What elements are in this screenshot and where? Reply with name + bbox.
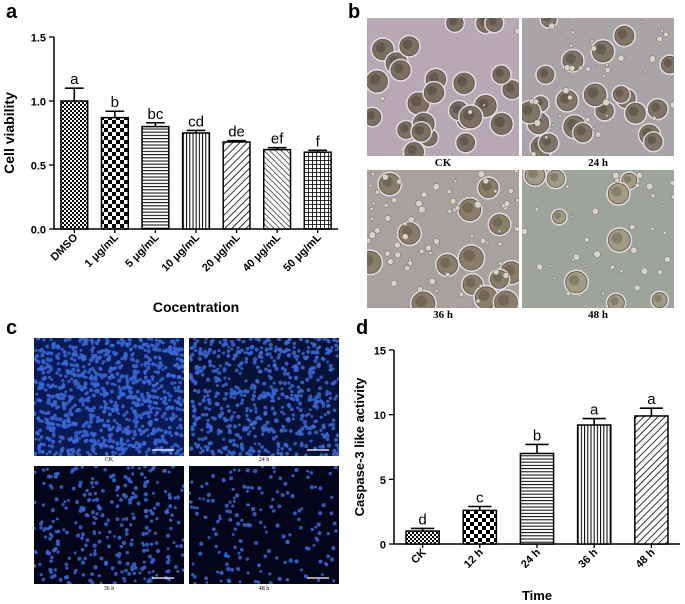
cell-viability-chart: 0.0 0.5 1.0 1.5 Cell viability a DMSO b 1 μg/mL b… xyxy=(1,33,338,315)
bar xyxy=(141,125,170,230)
fluorescence-image-24h xyxy=(189,338,339,456)
microscopy-label-ck: CK xyxy=(434,157,452,169)
bar xyxy=(634,415,669,545)
significance-letter: d xyxy=(418,511,426,528)
microscopy-label-24h: 24 h xyxy=(588,157,608,169)
bar xyxy=(462,509,498,545)
significance-letter: a xyxy=(590,402,599,419)
fluorescence-label-36h: 36 h xyxy=(103,586,115,592)
fluorescence-label-ck: CK xyxy=(104,457,114,463)
bar xyxy=(60,100,89,230)
microscopy-image-48h xyxy=(522,170,674,308)
panel-letter-a: a xyxy=(6,1,18,23)
microscopy-image-ck xyxy=(367,18,519,156)
bar xyxy=(222,141,251,230)
x-tick-label: 24 h xyxy=(519,546,543,570)
significance-letter: ef xyxy=(271,131,284,148)
x-tick-label: 1 μg/mL xyxy=(83,231,122,270)
x-tick-label: 48 h xyxy=(633,546,657,570)
y-tick-label: 5 xyxy=(380,475,386,487)
x-axis-label: Time xyxy=(522,588,552,603)
fluorescence-label-48h: 48 h xyxy=(258,586,270,592)
x-tick-label: 5 μg/mL xyxy=(123,231,162,270)
y-axis-label: Cell viability xyxy=(1,92,17,174)
significance-letter: bc xyxy=(148,106,164,123)
bar xyxy=(303,151,332,230)
x-tick-label: 12 h xyxy=(462,546,486,570)
panel-letter-b: b xyxy=(348,1,361,23)
microscopy-label-48h: 48 h xyxy=(588,309,608,321)
y-tick-label: 1.0 xyxy=(31,97,46,109)
panel-letter-d: d xyxy=(356,317,369,339)
x-tick-label: 36 h xyxy=(576,546,600,570)
y-tick-label: 0.0 xyxy=(31,225,46,237)
significance-letter: cd xyxy=(188,113,204,130)
x-tick-label: CK xyxy=(409,547,429,567)
y-tick-label: 15 xyxy=(374,346,386,358)
x-tick-label: DMSO xyxy=(49,231,81,263)
x-tick-label: 20 μg/mL xyxy=(200,231,243,274)
caspase-activity-chart: 0 5 10 15 Caspase-3 like activity d CK c 12 h b 24… xyxy=(352,346,680,603)
fluorescence-image-36h xyxy=(34,466,184,584)
significance-letter: f xyxy=(316,133,321,150)
bar xyxy=(576,424,612,545)
x-tick-label: 50 μg/mL xyxy=(281,231,324,274)
y-tick-label: 0.5 xyxy=(31,161,46,173)
significance-letter: a xyxy=(70,71,79,88)
significance-letter: b xyxy=(111,94,119,111)
microscopy-label-36h: 36 h xyxy=(433,309,453,321)
microscopy-image-36h xyxy=(367,170,519,308)
fluorescence-image-ck xyxy=(34,338,184,456)
bar xyxy=(263,148,292,230)
bar xyxy=(181,132,211,230)
x-tick-label: 10 μg/mL xyxy=(159,231,202,274)
y-tick-label: 0 xyxy=(380,540,386,552)
significance-letter: de xyxy=(228,124,245,141)
bar xyxy=(100,116,129,230)
bar xyxy=(405,530,440,545)
panel-letter-c: c xyxy=(6,317,18,339)
bar xyxy=(519,452,555,545)
fluorescence-image-48h xyxy=(189,466,339,584)
microscopy-image-24h xyxy=(522,18,674,156)
significance-letter: a xyxy=(647,391,656,408)
x-tick-label: 40 μg/mL xyxy=(241,231,284,274)
fluorescence-label-24h: 24 h xyxy=(258,457,270,463)
y-tick-label: 1.5 xyxy=(31,33,46,45)
significance-letter: c xyxy=(476,489,484,506)
y-tick-label: 10 xyxy=(374,410,386,422)
y-axis-label: Caspase-3 like activity xyxy=(352,377,367,517)
x-axis-label: Cocentration xyxy=(153,299,239,315)
significance-letter: b xyxy=(533,427,541,444)
